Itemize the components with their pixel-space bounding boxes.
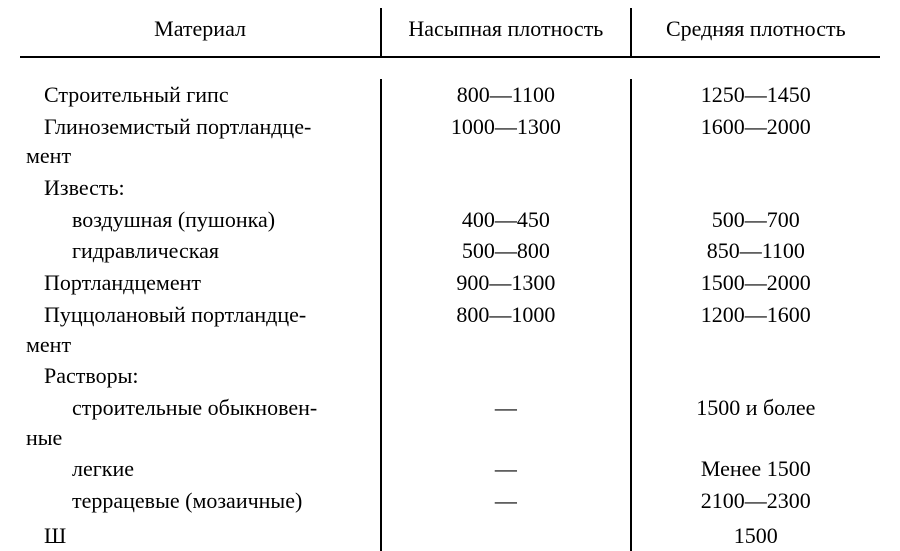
spacer-row — [20, 57, 880, 79]
material-text: воздушная (пушонка) — [26, 205, 275, 235]
material-text-wrap: ные — [26, 423, 374, 453]
table-row: легкие —Менее 1500 — [20, 453, 880, 485]
table-row: Строительный гипс 800—11001250—1450 — [20, 79, 880, 111]
bulk-density-cell: 1000—1300 — [381, 111, 630, 172]
material-cell: Пуццолановый портландце-мент — [20, 299, 381, 360]
avg-density-cell — [631, 172, 880, 204]
bulk-density-cell — [381, 172, 630, 204]
avg-density-cell: 500—700 — [631, 204, 880, 236]
bulk-density-cell: 500—800 — [381, 235, 630, 267]
avg-density-cell — [631, 360, 880, 392]
material-text: Пуццолановый портландце- — [26, 300, 306, 330]
material-text: Строительный гипс — [26, 80, 229, 110]
table-row: Растворы: — [20, 360, 880, 392]
table-row: воздушная (пушонка) 400—450500—700 — [20, 204, 880, 236]
table-row: строительные обыкновен-ные—1500 и более — [20, 392, 880, 453]
material-text: гидравлическая — [26, 236, 219, 266]
table-header-row: Материал Насыпная плотность Средняя плот… — [20, 8, 880, 57]
avg-density-cell: 1500 — [631, 517, 880, 551]
table-row: террацевые (мозаичные) —2100—2300 — [20, 485, 880, 517]
header-avg-density: Средняя плотность — [631, 8, 880, 57]
material-text-wrap: мент — [26, 141, 374, 171]
avg-density-cell: 1500—2000 — [631, 267, 880, 299]
bulk-density-cell: — — [381, 485, 630, 517]
material-text: террацевые (мозаичные) — [26, 486, 302, 516]
avg-density-cell: 1200—1600 — [631, 299, 880, 360]
material-text: строительные обыкновен- — [26, 393, 317, 423]
material-cell: террацевые (мозаичные) — [20, 485, 381, 517]
bulk-density-cell — [381, 517, 630, 551]
bulk-density-cell: — — [381, 453, 630, 485]
table-row-cutoff: Ш 1500 — [20, 517, 880, 551]
table-row: гидравлическая 500—800850—1100 — [20, 235, 880, 267]
avg-density-cell: 2100—2300 — [631, 485, 880, 517]
material-text: Глиноземистый портландце- — [26, 112, 311, 142]
table-row: Известь: — [20, 172, 880, 204]
material-cell: Известь: — [20, 172, 381, 204]
material-cell: гидравлическая — [20, 235, 381, 267]
avg-density-cell: 850—1100 — [631, 235, 880, 267]
bulk-density-cell: 800—1100 — [381, 79, 630, 111]
material-cell: легкие — [20, 453, 381, 485]
avg-density-cell: 1250—1450 — [631, 79, 880, 111]
material-text: Растворы: — [26, 361, 139, 391]
header-bulk-density: Насыпная плотность — [381, 8, 630, 57]
bulk-density-cell: 800—1000 — [381, 299, 630, 360]
material-cell: Строительный гипс — [20, 79, 381, 111]
bulk-density-cell: — — [381, 392, 630, 453]
bulk-density-cell — [381, 360, 630, 392]
material-text: легкие — [26, 454, 134, 484]
avg-density-cell: 1600—2000 — [631, 111, 880, 172]
bulk-density-cell: 900—1300 — [381, 267, 630, 299]
bulk-density-cell: 400—450 — [381, 204, 630, 236]
density-table: Материал Насыпная плотность Средняя плот… — [20, 8, 880, 551]
material-text: Портландцемент — [26, 268, 201, 298]
table-row: Портландцемент 900—13001500—2000 — [20, 267, 880, 299]
header-material: Материал — [20, 8, 381, 57]
avg-density-cell: Менее 1500 — [631, 453, 880, 485]
material-text: Ш — [26, 521, 66, 551]
material-cell: воздушная (пушонка) — [20, 204, 381, 236]
material-text-wrap: мент — [26, 330, 374, 360]
material-text: Известь: — [26, 173, 125, 203]
material-cell: Портландцемент — [20, 267, 381, 299]
table-row: Пуццолановый портландце-мент800—10001200… — [20, 299, 880, 360]
material-cell: Растворы: — [20, 360, 381, 392]
material-cell: строительные обыкновен-ные — [20, 392, 381, 453]
table-body: Строительный гипс800—11001250—1450Глиноз… — [20, 57, 880, 551]
avg-density-cell: 1500 и более — [631, 392, 880, 453]
material-cell: Глиноземистый портландце-мент — [20, 111, 381, 172]
table-row: Глиноземистый портландце-мент1000—130016… — [20, 111, 880, 172]
material-cell: Ш — [20, 517, 381, 551]
